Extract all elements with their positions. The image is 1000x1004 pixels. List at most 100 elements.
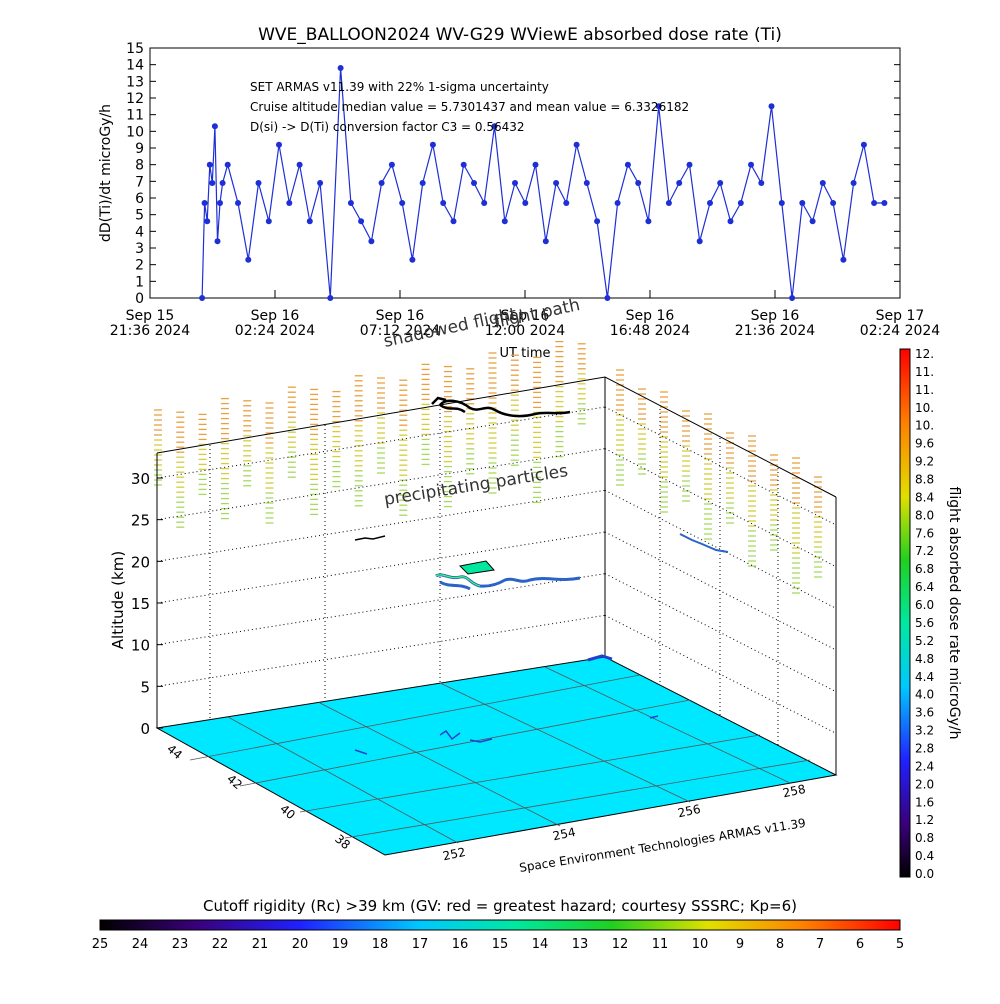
data-point [201, 200, 208, 206]
x-tick-time: 02:24 2024 [235, 323, 316, 339]
dose-colorbar-tick-label: 9.6 [915, 437, 934, 451]
annotation-armas-version: SET ARMAS v11.39 with 22% 1-sigma uncert… [250, 80, 549, 94]
x-tick-date: Sep 16 [251, 308, 300, 324]
dose-colorbar-tick-label: 2.8 [915, 741, 934, 755]
data-point [522, 200, 529, 206]
ground-gridline [544, 666, 791, 784]
data-point [799, 200, 806, 206]
rigidity-colorbar [99, 919, 901, 931]
y-tick-label: 6 [135, 191, 144, 207]
dose-colorbar-tick-label: 1.2 [915, 813, 934, 827]
precip-trace-right [679, 533, 729, 553]
dose-colorbar-tick-label: 0.8 [915, 831, 934, 845]
dose-colorbar-tick-label: 8.8 [915, 473, 934, 487]
altitude-tick-label: 10 [131, 637, 150, 655]
data-point [219, 180, 226, 186]
x-tick-date: Sep 16 [376, 308, 425, 324]
rigidity-colorbar-tick-label: 20 [292, 937, 309, 952]
ground-gridlines [189, 666, 811, 844]
annotation-cruise-altitude: Cruise altitude median value = 5.7301437… [250, 100, 689, 114]
data-point [830, 200, 837, 206]
rigidity-colorbar-tick-label: 13 [572, 937, 589, 952]
data-point [645, 218, 652, 225]
wall-gridline-right [604, 531, 837, 651]
y-tick-label: 0 [135, 291, 144, 307]
precipitating-particle-columns [154, 340, 822, 594]
data-point [358, 218, 365, 225]
rigidity-colorbar-tick-label: 15 [492, 937, 509, 952]
x-tick-time: 07:12 2024 [360, 323, 441, 339]
data-point [707, 200, 713, 206]
rigidity-colorbar-tick-label: 18 [372, 937, 389, 952]
y-tick-label: 13 [126, 74, 144, 90]
altitude-tick-label: 5 [140, 678, 150, 696]
top-y-axis-label: dD(Ti)/dt microGy/h [98, 104, 114, 242]
ground-gridline [439, 682, 691, 803]
longitude-tick-label: 252 [442, 845, 467, 863]
data-point [460, 161, 467, 168]
dose-colorbar-tick-label: 1.6 [915, 795, 934, 809]
altitude-axis-label: Altitude (km) [109, 551, 127, 649]
y-tick-label: 12 [126, 91, 144, 107]
longitude-tick-label: 258 [782, 782, 807, 800]
dose-colorbar-tick-label: 2.0 [915, 777, 934, 791]
data-point [337, 65, 344, 71]
data-point [217, 200, 223, 206]
wall-gridline-right [604, 573, 837, 693]
data-point [368, 238, 375, 245]
dose-rate-colorbar-label: flight absorbed dose rate microGy/h [946, 487, 962, 740]
data-point [481, 200, 488, 206]
data-point [399, 200, 406, 206]
dose-colorbar-tick-label: 7.2 [915, 544, 934, 558]
data-point [296, 161, 303, 168]
ground-plane [155, 656, 838, 856]
ground-gridline [299, 734, 761, 813]
data-point [635, 180, 642, 186]
rigidity-colorbar-tick-label: 10 [692, 937, 709, 952]
data-point [214, 238, 221, 245]
x-tick-time: 21:36 2024 [735, 323, 816, 339]
data-point [758, 180, 765, 186]
data-point [429, 141, 436, 148]
data-point [206, 161, 213, 168]
data-point [209, 180, 216, 186]
dose-colorbar-tick-label: 0.4 [915, 849, 934, 863]
data-point [860, 141, 867, 148]
longitude-tick-label: 256 [677, 802, 702, 820]
data-point [881, 200, 888, 206]
dose-colorbar-tick-label: 11. [915, 383, 934, 397]
dose-colorbar-tick-label: 4.0 [915, 688, 934, 702]
rigidity-colorbar-tick-label: 25 [92, 937, 109, 952]
data-point [235, 200, 241, 206]
rigidity-colorbar-ticks: 25 24 23 22 21 20 19 18 17 16 15 14 13 12 11 10 9 8 7 6 5 [92, 937, 904, 952]
dose-colorbar-tick-label: 9.2 [915, 455, 934, 469]
data-point [255, 180, 262, 186]
dose-colorbar-tick-label: 5.2 [915, 634, 934, 648]
wall-gridline-right [604, 406, 837, 526]
rigidity-colorbar-tick-label: 5 [896, 937, 904, 952]
top-chart-title: WVE_BALLOON2024 WV-G29 WViewE absorbed d… [258, 25, 782, 45]
rigidity-colorbar-tick-label: 16 [452, 937, 469, 952]
data-point [419, 180, 426, 186]
x-tick-date: Sep 15 [126, 308, 175, 324]
data-point [378, 180, 385, 186]
data-point [655, 103, 662, 110]
x-tick-date: Sep 16 [501, 308, 550, 324]
data-point [573, 141, 580, 148]
dose-colorbar-tick-label: 7.6 [915, 526, 934, 540]
y-tick-label: 4 [135, 224, 144, 240]
rigidity-colorbar-tick-label: 9 [736, 937, 744, 952]
rigidity-colorbar-tick-label: 6 [856, 937, 864, 952]
data-point [199, 295, 206, 301]
altitude-tick-label: 20 [131, 553, 150, 571]
data-point [542, 238, 549, 245]
y-tick-label: 2 [135, 258, 144, 274]
rigidity-colorbar-tick-label: 22 [212, 937, 229, 952]
data-point [624, 161, 631, 168]
rigidity-colorbar-tick-label: 8 [776, 937, 784, 952]
